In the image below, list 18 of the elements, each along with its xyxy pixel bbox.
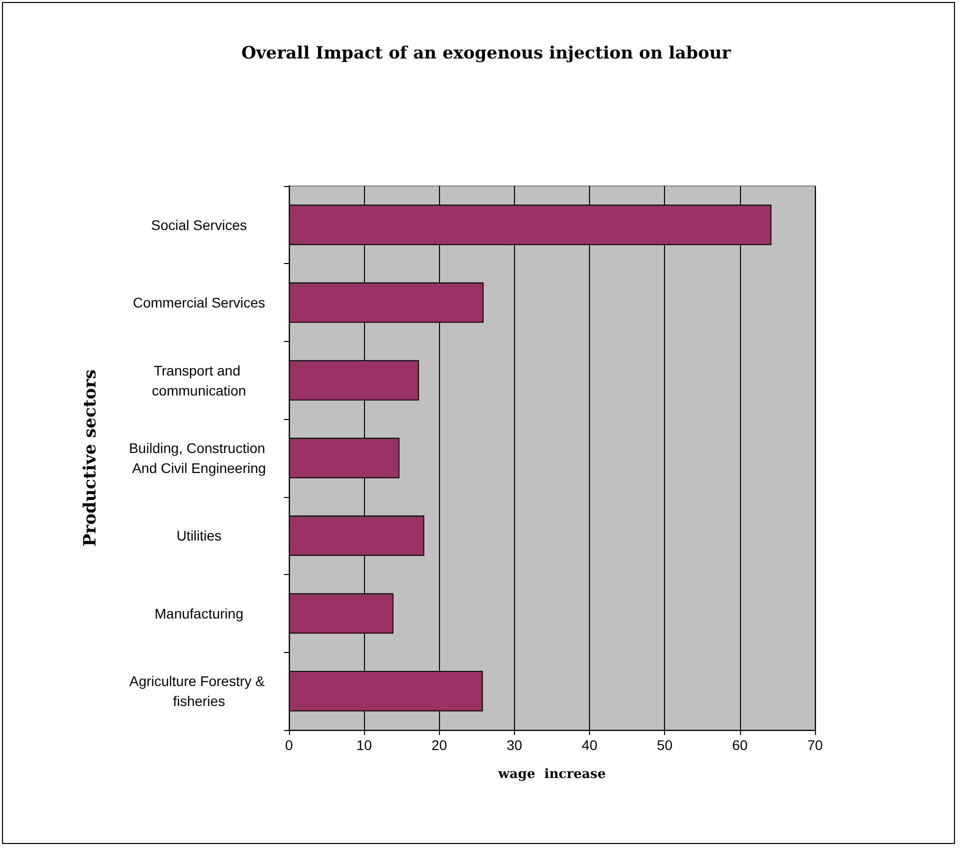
x-tick-label: 10 — [356, 737, 372, 753]
y-tick-label: Building, Construction And Civil Engineering — [128, 440, 270, 476]
x-tick-label: 20 — [431, 737, 448, 753]
y-tick-label: Transport and communication — [152, 362, 246, 398]
x-tick-label: 50 — [656, 737, 673, 753]
y-tick-label: Utilities — [176, 528, 222, 544]
x-tick-label: 40 — [582, 737, 598, 753]
x-tick-label: 60 — [732, 737, 748, 753]
x-tick-label: 70 — [807, 737, 823, 753]
y-tick-label: Commercial Services — [132, 294, 266, 311]
x-tick-label: 0 — [285, 737, 294, 753]
y-tick-label: Social Services — [151, 216, 247, 233]
x-tick-label: 30 — [506, 737, 522, 753]
chart-title: Overall Impact of an exogenous injection on labour — [241, 44, 732, 64]
y-tick-label: Manufacturing — [154, 605, 244, 622]
y-tick-label: Agriculture Forestry & fisheries — [129, 673, 269, 710]
x-axis-title: wage increase — [497, 767, 606, 782]
y-axis-title: Productive sectors — [80, 369, 100, 547]
